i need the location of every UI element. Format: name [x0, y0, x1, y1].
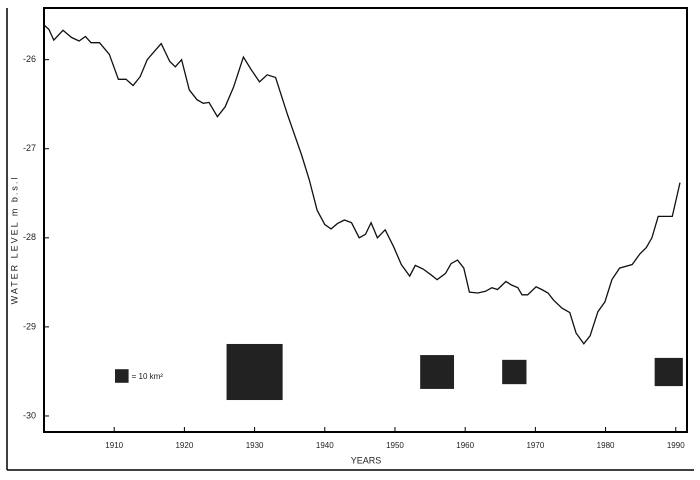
x-tick-label: 1910 [105, 441, 123, 450]
x-tick-label: 1930 [246, 441, 264, 450]
y-tick-label: -30 [23, 410, 36, 420]
x-tick-label: 1960 [456, 441, 474, 450]
y-axis-label: WATER LEVEL m b.s.l [9, 176, 19, 305]
legend-square [115, 369, 129, 383]
area-square [226, 343, 283, 401]
y-tick-label: -28 [23, 232, 36, 242]
y-tick-label: -29 [23, 321, 36, 331]
x-tick-label: 1990 [667, 441, 685, 450]
area-square [654, 357, 683, 387]
x-tick-label: 1950 [386, 441, 404, 450]
x-tick-label: 1970 [526, 441, 544, 450]
area-square [502, 359, 527, 385]
x-tick-label: 1920 [175, 441, 193, 450]
x-tick-label: 1940 [316, 441, 334, 450]
water-level-line [43, 24, 681, 345]
legend-label: = 10 km² [132, 372, 164, 381]
y-tick-label: -27 [23, 143, 36, 153]
x-tick-label: 1980 [597, 441, 615, 450]
plot-frame [43, 7, 688, 433]
area-square [420, 355, 455, 389]
x-axis-label: YEARS [351, 455, 382, 465]
y-tick-label: -26 [23, 54, 36, 64]
